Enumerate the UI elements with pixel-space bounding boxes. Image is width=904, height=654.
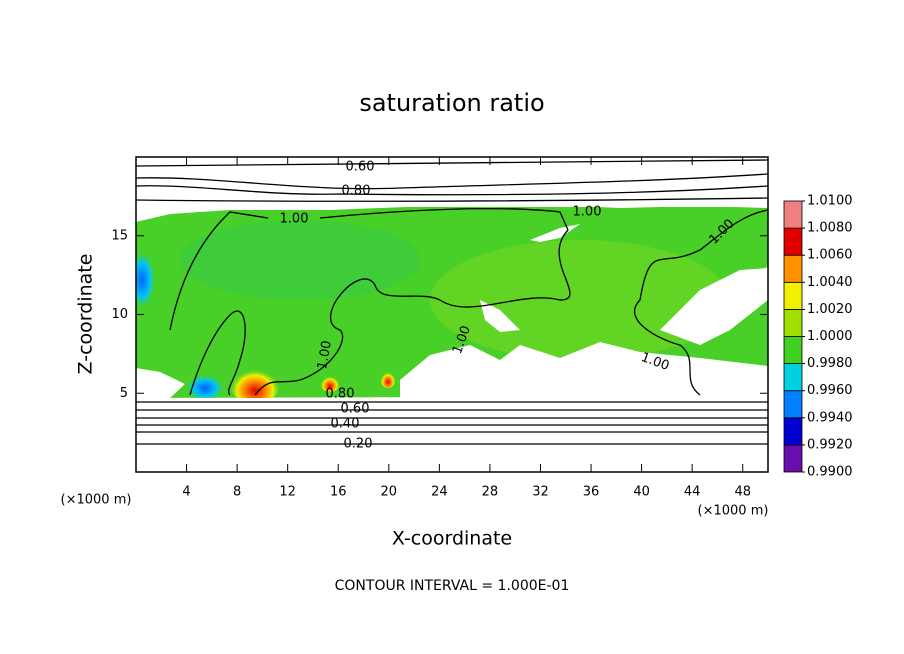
x-tick-label: 32 — [532, 485, 549, 500]
x-axis-label: X-coordinate — [392, 528, 512, 550]
colorbar-label: 1.0080 — [807, 221, 853, 236]
colorbar-swatch — [783, 308, 803, 337]
x-tick-label: 16 — [330, 485, 347, 500]
colorbar-swatch — [783, 336, 803, 365]
colorbar-label: 1.0100 — [807, 194, 853, 209]
colorbar-swatch — [783, 363, 803, 392]
y-unit: (×1000 m) — [61, 493, 132, 508]
colorbar-swatch — [783, 227, 803, 256]
y-tick-label: 10 — [111, 307, 128, 322]
colorbar-swatch — [783, 254, 803, 283]
x-tick-label: 12 — [279, 485, 296, 500]
contour-label: 0.40 — [331, 417, 360, 432]
contour-label: 0.60 — [341, 402, 370, 417]
x-tick-label: 44 — [684, 485, 701, 500]
colorbar-label: 0.9940 — [807, 410, 853, 425]
colorbar-label: 0.9980 — [807, 356, 853, 371]
x-tick-label: 40 — [633, 485, 650, 500]
contour-label: 0.80 — [342, 184, 371, 199]
contour-label: 1.00 — [280, 212, 309, 227]
colorbar-swatch — [783, 200, 803, 229]
colorbar-label: 1.0060 — [807, 248, 853, 263]
footnote: CONTOUR INTERVAL = 1.000E-01 — [335, 578, 570, 594]
x-tick-label: 24 — [431, 485, 448, 500]
x-tick-label: 36 — [583, 485, 600, 500]
colorbar-label: 1.0000 — [807, 329, 853, 344]
colorbar-label: 0.9900 — [807, 465, 853, 480]
x-tick-label: 48 — [734, 485, 751, 500]
colorbar-label: 0.9920 — [807, 437, 853, 452]
colorbar-label: 0.9960 — [807, 383, 853, 398]
y-tick-label: 15 — [111, 228, 128, 243]
y-axis-label: Z-coordinate — [75, 254, 97, 375]
field — [136, 157, 768, 472]
x-tick-label: 20 — [381, 485, 398, 500]
chart-title: saturation ratio — [359, 89, 544, 117]
colorbar-swatch — [783, 444, 803, 473]
contour-label: 1.00 — [315, 339, 335, 370]
colorbar-label: 1.0040 — [807, 275, 853, 290]
x-tick-label: 28 — [482, 485, 499, 500]
colorbar-label: 1.0020 — [807, 302, 853, 317]
contour-label: 0.80 — [326, 387, 355, 402]
x-tick-label: 4 — [182, 485, 190, 500]
contour-label: 0.20 — [344, 437, 373, 452]
contour-label: 0.60 — [346, 160, 375, 175]
contour-label: 1.00 — [573, 205, 602, 220]
colorbar-swatch — [783, 281, 803, 310]
x-tick-label: 8 — [233, 485, 241, 500]
x-unit: (×1000 m) — [698, 504, 769, 519]
colorbar-swatch — [783, 390, 803, 419]
colorbar-swatch — [783, 417, 803, 446]
y-tick-label: 5 — [120, 386, 128, 401]
